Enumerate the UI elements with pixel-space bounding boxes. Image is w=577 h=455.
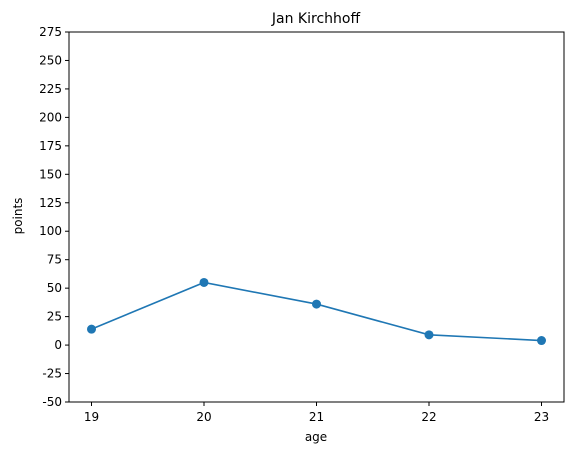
y-tick-label: 100 [39,224,62,238]
x-tick-label: 19 [84,410,99,424]
data-point [199,277,209,287]
plot-frame [68,31,565,403]
y-tick-label: -25 [42,367,62,381]
data-point [312,299,321,309]
x-tick-label: 22 [421,410,436,424]
data-point [424,330,434,340]
data-point [87,324,96,334]
y-tick-label: 275 [39,25,62,39]
y-tick-label: 150 [39,167,62,181]
y-tick-label: 0 [54,338,62,352]
y-axis-label: points [11,198,25,235]
y-tick-label: 250 [39,53,62,67]
data-point [537,336,546,346]
y-tick-label: 75 [47,253,62,267]
plot-area: -50 -25 0 25 50 75 100 125 150 175 200 225 250 275 19 2… [39,25,549,424]
series-line [91,281,542,342]
y-tick-label: 200 [39,110,62,124]
y-tick-label: 225 [39,82,62,96]
x-axis-label: age [305,430,327,444]
y-tick-label: 175 [39,139,62,153]
y-tick-label: -50 [42,395,62,409]
x-tick-label: 20 [196,410,211,424]
y-tick-label: 50 [47,281,62,295]
y-tick-label: 25 [47,310,62,324]
x-tick-label: 21 [309,410,324,424]
chart-title: Jan Kirchhoff [271,11,361,27]
x-tick-label: 23 [534,410,549,424]
y-tick-label: 125 [39,196,62,210]
